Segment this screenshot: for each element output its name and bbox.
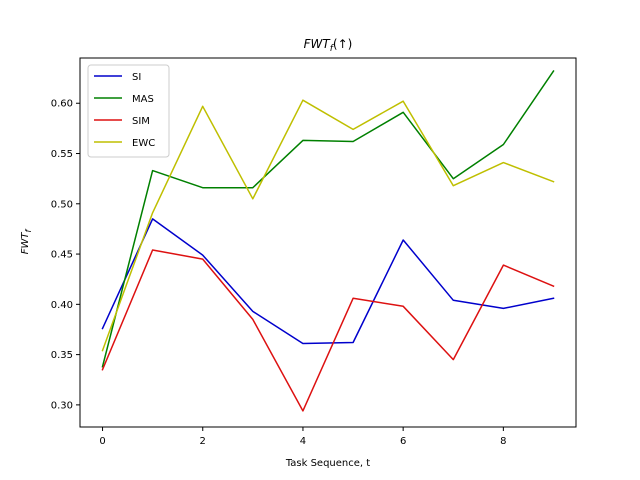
y-tick-label: 0.50 [51, 199, 73, 210]
y-tick-label: 0.55 [51, 149, 73, 160]
legend: SI MAS SIM EWC [87, 64, 170, 158]
series-line-si [101, 218, 555, 345]
series-line-mas [101, 70, 555, 368]
x-tick-label: 0 [99, 436, 105, 447]
y-axis-ticks: 0.30 0.35 0.40 0.45 0.50 0.55 0.60 [51, 99, 80, 411]
y-axis-label: FWTf [20, 229, 33, 255]
chart-title: FWTf(↑) [304, 37, 353, 54]
legend-label-mas: MAS [132, 94, 154, 105]
y-tick-label: 0.45 [51, 250, 73, 261]
legend-label-sim: SIM [132, 116, 150, 127]
x-tick-label: 4 [300, 436, 306, 447]
y-tick-label: 0.40 [51, 300, 73, 311]
series-line-ewc [101, 99, 555, 352]
x-tick-label: 2 [200, 436, 206, 447]
axes-frame [79, 57, 577, 428]
y-tick-label: 0.60 [51, 99, 73, 110]
series-layer [101, 70, 555, 412]
y-tick-label: 0.30 [51, 400, 73, 411]
x-axis-ticks: 0 2 4 6 8 [99, 427, 507, 447]
y-tick-label: 0.35 [51, 350, 73, 361]
legend-box [87, 64, 170, 158]
x-tick-label: 6 [400, 436, 406, 447]
series-line-sim [101, 249, 555, 412]
legend-label-ewc: EWC [132, 138, 155, 149]
x-tick-label: 8 [500, 436, 506, 447]
legend-label-si: SI [132, 72, 141, 83]
x-axis-label: Task Sequence, t [285, 458, 370, 469]
